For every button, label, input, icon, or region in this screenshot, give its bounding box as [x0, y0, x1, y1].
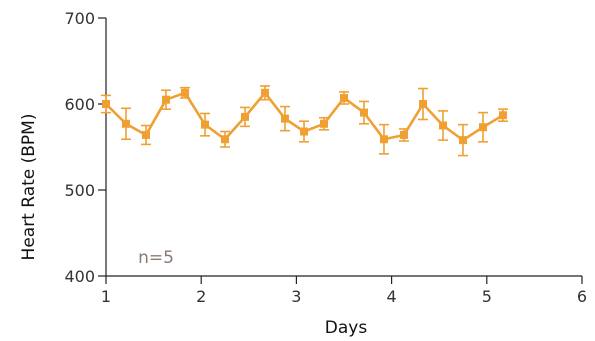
x-axis-title: Days	[325, 318, 368, 338]
x-tick-label: 3	[291, 287, 301, 306]
y-axis-title: Heart Rate (BPM)	[19, 114, 39, 261]
data-point	[300, 127, 309, 136]
data-point	[121, 119, 130, 128]
x-tick-label: 5	[482, 287, 492, 306]
x-tick-label: 6	[577, 287, 587, 306]
x-tick-label: 2	[196, 287, 206, 306]
data-point	[478, 123, 487, 132]
sample-size-annotation: n=5	[138, 248, 174, 268]
data-point	[240, 112, 249, 121]
series-layer	[101, 85, 508, 157]
ticks: 400 500 600 700 1 2 3 4 5 6	[64, 9, 587, 306]
data-point	[419, 100, 428, 108]
x-tick-label: 4	[387, 287, 397, 306]
y-tick-label: 700	[64, 9, 95, 28]
data-point	[201, 120, 210, 129]
y-tick-label: 400	[64, 267, 95, 286]
data-point	[359, 108, 368, 117]
axes	[105, 18, 582, 277]
data-point	[141, 130, 150, 139]
y-tick-label: 500	[64, 181, 95, 200]
x-tick-label: 1	[101, 287, 111, 306]
data-point	[221, 135, 229, 144]
data-point	[340, 93, 348, 102]
data-point	[161, 95, 170, 104]
y-tick-label: 600	[64, 95, 95, 114]
data-point	[379, 135, 388, 144]
data-point	[320, 119, 329, 128]
data-point	[181, 88, 190, 97]
data-point	[399, 130, 408, 139]
data-point	[102, 100, 110, 108]
data-point	[260, 88, 269, 97]
data-point	[439, 121, 448, 130]
data-point	[459, 136, 467, 145]
data-point	[498, 111, 507, 120]
data-point	[280, 114, 289, 123]
